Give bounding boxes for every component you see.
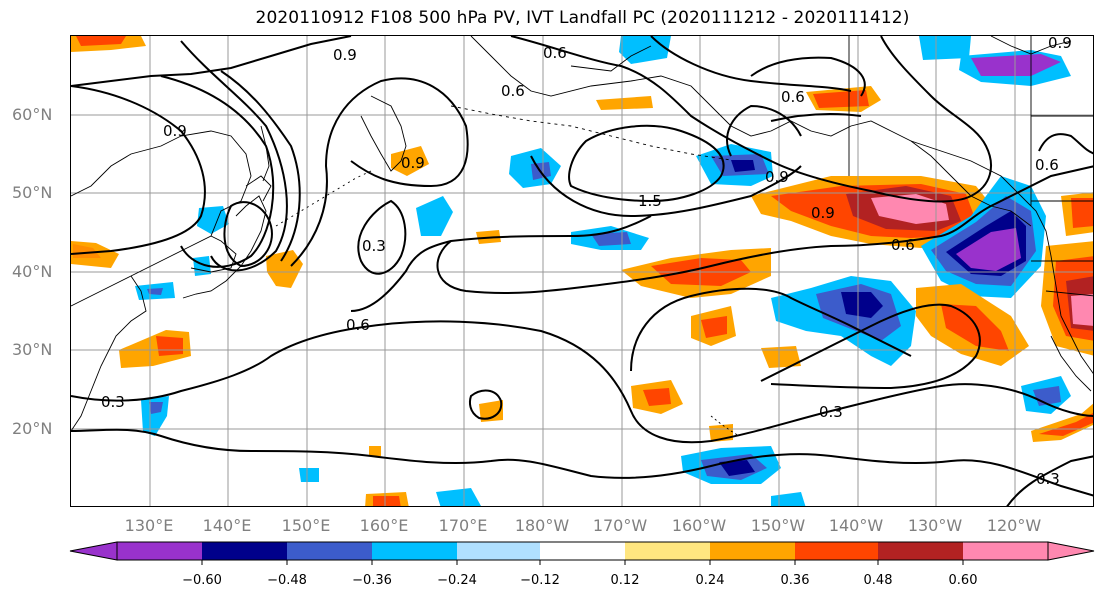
colorbar-cell — [878, 542, 963, 560]
colorbar-tick-label: 0.24 — [696, 573, 725, 588]
lon-label: 130°W — [908, 516, 963, 535]
colorbar-tick-label: 0.48 — [864, 573, 893, 588]
lat-label: 30°N — [12, 340, 52, 359]
pv-contours — [71, 36, 1093, 506]
colorbar-tick-labels: −0.60 −0.48 −0.36 −0.24 −0.12 0.12 0.24 … — [182, 573, 977, 588]
contour-label: 0.3 — [362, 237, 386, 255]
colorbar-cell — [795, 542, 878, 560]
colorbar-cell — [202, 542, 287, 560]
colorbar-tick-label: −0.12 — [520, 573, 560, 588]
contour-label: 0.6 — [891, 236, 915, 254]
lat-label: 50°N — [12, 183, 52, 202]
map-plot: 0.9 0.6 0.6 0.9 0.9 0.6 1.5 0.9 0.9 0.6 … — [71, 36, 1093, 506]
colorbar-tick-label: 0.60 — [949, 573, 978, 588]
lon-label: 160°E — [360, 516, 409, 535]
colorbar-tick-label: −0.60 — [182, 573, 222, 588]
graticule — [71, 36, 1093, 506]
colorbar-extend-high — [1047, 541, 1095, 561]
colorbar-cell — [372, 542, 457, 560]
colorbar-frame — [116, 541, 1049, 561]
contour-label: 0.9 — [333, 46, 357, 64]
colorbar-tick-label: 0.12 — [611, 573, 640, 588]
lon-label: 170°E — [439, 516, 488, 535]
coastlines — [71, 36, 1093, 437]
colorbar-cell — [287, 542, 372, 560]
lon-label: 170°W — [593, 516, 648, 535]
lon-label: 160°W — [672, 516, 727, 535]
lon-labels: 130°E 140°E 150°E 160°E 170°E 180°W 170°… — [125, 516, 1042, 535]
lon-label: 150°W — [751, 516, 806, 535]
contour-label: 0.3 — [819, 403, 843, 421]
lat-label: 60°N — [12, 105, 52, 124]
contour-label: 0.6 — [781, 88, 805, 106]
lon-label: 140°W — [829, 516, 884, 535]
colorbar-cell — [117, 542, 202, 560]
colorbar-cell — [540, 542, 625, 560]
lon-label: 120°W — [987, 516, 1042, 535]
contour-label: 0.6 — [501, 82, 525, 100]
contour-label: 0.3 — [101, 393, 125, 411]
map-panel: 0.9 0.6 0.6 0.9 0.9 0.6 1.5 0.9 0.9 0.6 … — [70, 35, 1094, 507]
contour-label: 0.3 — [1036, 470, 1060, 488]
lon-label: 180°W — [515, 516, 570, 535]
lon-label: 150°E — [282, 516, 331, 535]
contour-labels: 0.9 0.6 0.6 0.9 0.9 0.6 1.5 0.9 0.9 0.6 … — [101, 36, 1072, 488]
colorbar-cell — [963, 542, 1048, 560]
colorbar-tick-label: −0.24 — [437, 573, 477, 588]
contour-label: 0.9 — [1048, 36, 1072, 52]
colorbar-tick-label: 0.36 — [781, 573, 810, 588]
colorbar-ticks — [201, 560, 964, 565]
contour-label: 0.9 — [163, 122, 187, 140]
contour-label: 0.9 — [811, 204, 835, 222]
lon-label: 140°E — [203, 516, 252, 535]
colorbar-cell — [710, 542, 795, 560]
map-title: 2020110912 F108 500 hPa PV, IVT Landfall… — [255, 8, 910, 28]
contour-label: 0.9 — [765, 168, 789, 186]
colorbar-extend-low — [69, 541, 118, 561]
lat-label: 40°N — [12, 262, 52, 281]
colorbar: −0.60 −0.48 −0.36 −0.24 −0.12 0.12 0.24 … — [69, 541, 1095, 588]
contour-label: 0.6 — [543, 44, 567, 62]
colorbar-tick-label: −0.48 — [267, 573, 307, 588]
lat-labels: 60°N 50°N 40°N 30°N 20°N — [12, 105, 52, 438]
colorbar-tick-label: −0.36 — [352, 573, 392, 588]
colorbar-cell — [457, 542, 540, 560]
contour-label: 1.5 — [638, 192, 662, 210]
contour-label: 0.9 — [401, 154, 425, 172]
contour-label: 0.6 — [1035, 156, 1059, 174]
colorbar-cell — [625, 542, 710, 560]
contour-label: 0.6 — [346, 316, 370, 334]
lat-label: 20°N — [12, 419, 52, 438]
lon-label: 130°E — [125, 516, 174, 535]
